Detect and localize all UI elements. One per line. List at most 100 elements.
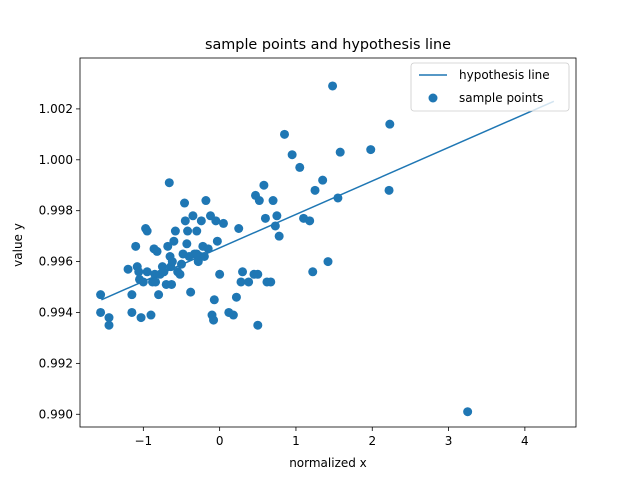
legend-entry-sample-points: sample points: [459, 91, 543, 105]
sample-point: [138, 277, 148, 287]
sample-point: [183, 226, 193, 236]
sample-point: [199, 251, 209, 261]
sample-point: [211, 216, 221, 226]
legend-entry-hypothesis-line: hypothesis line: [459, 68, 550, 82]
sample-point: [259, 180, 269, 190]
sample-point: [123, 264, 133, 274]
sample-point: [142, 267, 152, 277]
sample-point: [209, 295, 219, 305]
sample-point: [333, 193, 343, 203]
y-axis: 0.990 0.992 0.994 0.996 0.998 1.000 1.002: [39, 102, 80, 421]
sample-point: [238, 267, 248, 277]
sample-point: [266, 277, 276, 287]
sample-point: [228, 310, 238, 320]
sample-point: [127, 307, 137, 317]
sample-point: [175, 269, 185, 279]
sample-point: [268, 196, 278, 206]
sample-point: [186, 287, 196, 297]
sample-point: [295, 162, 305, 172]
chart-title: sample points and hypothesis line: [205, 37, 451, 53]
x-axis: −1 0 1 2 3 4: [134, 427, 529, 448]
y-tick-label: 1.000: [39, 153, 73, 167]
sample-point: [310, 185, 320, 195]
sample-point: [104, 320, 114, 330]
sample-point: [231, 292, 241, 302]
sample-point: [196, 216, 206, 226]
sample-point: [176, 259, 186, 269]
sample-point: [180, 198, 190, 208]
sample-point: [146, 310, 156, 320]
sample-point: [335, 147, 345, 157]
sample-point: [384, 185, 394, 195]
sample-point: [463, 407, 473, 417]
x-tick-label: −1: [134, 434, 152, 448]
legend-marker-swatch: [428, 93, 438, 103]
legend-box: [410, 62, 570, 112]
sample-point: [280, 129, 290, 139]
sample-point: [159, 267, 169, 277]
y-tick-label: 0.996: [39, 255, 73, 269]
sample-point: [182, 239, 192, 249]
sample-point: [318, 175, 328, 185]
sample-point: [96, 307, 106, 317]
sample-point: [308, 267, 318, 277]
sample-point: [270, 221, 280, 231]
y-tick-label: 1.002: [39, 102, 73, 116]
sample-point: [234, 224, 244, 234]
sample-point: [170, 226, 180, 236]
y-tick-label: 0.992: [39, 356, 73, 370]
sample-point: [244, 277, 254, 287]
sample-point: [134, 267, 144, 277]
sample-point: [164, 178, 174, 188]
sample-point: [209, 315, 219, 325]
sample-point: [167, 257, 177, 267]
axes-frame: [79, 57, 577, 428]
sample-point: [151, 277, 161, 287]
sample-point: [274, 231, 284, 241]
sample-point: [203, 244, 213, 254]
sample-point: [254, 196, 264, 206]
sample-point: [287, 150, 297, 160]
y-tick-label: 0.998: [39, 204, 73, 218]
sample-point: [169, 236, 179, 246]
sample-point: [96, 290, 106, 300]
sample-point: [201, 196, 211, 206]
x-tick-label: 2: [368, 434, 376, 448]
sample-point: [385, 119, 395, 129]
sample-point: [127, 290, 137, 300]
sample-point: [163, 241, 173, 251]
y-tick-label: 0.990: [39, 407, 73, 421]
sample-point: [142, 226, 152, 236]
sample-point: [188, 211, 198, 221]
sample-point: [104, 313, 114, 323]
sample-point: [253, 320, 263, 330]
x-axis-label: normalized x: [289, 456, 367, 470]
plot-content: [96, 81, 555, 417]
sample-point: [328, 81, 338, 91]
x-tick-label: 0: [216, 434, 224, 448]
sample-point: [167, 279, 177, 289]
sample-point: [131, 241, 141, 251]
sample-point: [136, 313, 146, 323]
sample-point: [215, 269, 225, 279]
y-tick-label: 0.994: [39, 305, 73, 319]
sample-point: [366, 145, 376, 155]
sample-point: [253, 269, 263, 279]
sample-point: [305, 216, 315, 226]
sample-point: [192, 226, 202, 236]
x-tick-label: 1: [292, 434, 300, 448]
x-tick-label: 3: [445, 434, 453, 448]
sample-point: [154, 290, 164, 300]
y-axis-label: value y: [11, 223, 25, 267]
sample-point: [152, 246, 162, 256]
sample-point: [260, 213, 270, 223]
sample-point: [212, 236, 222, 246]
sample-point: [218, 218, 228, 228]
sample-point: [236, 277, 246, 287]
sample-point: [180, 216, 190, 226]
hypothesis-line: [101, 100, 555, 301]
sample-point: [323, 257, 333, 267]
legend: hypothesis line sample points: [410, 62, 570, 112]
sample-point: [272, 211, 282, 221]
